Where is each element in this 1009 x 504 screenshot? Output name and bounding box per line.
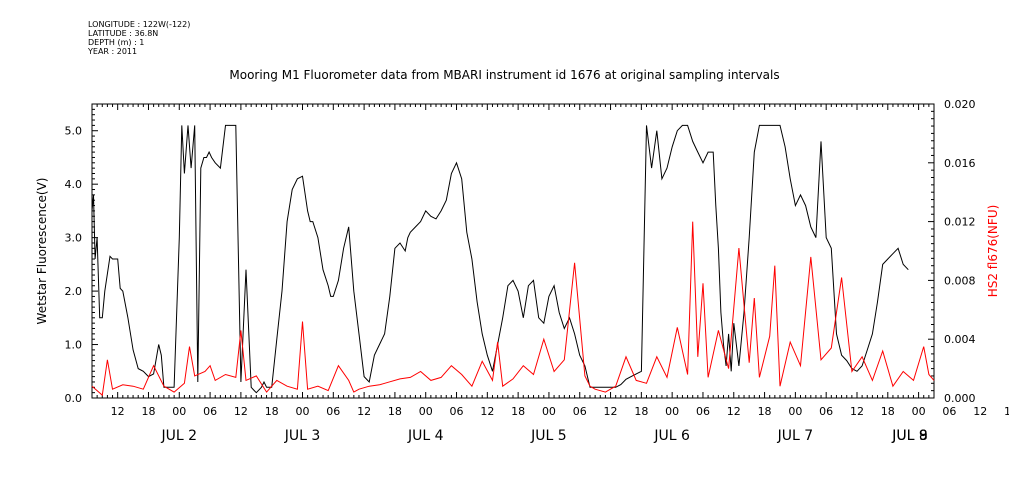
x-tick-label: 12 xyxy=(850,405,864,418)
x-tick-label: 00 xyxy=(419,405,433,418)
y-axis-label-left: Wetstar Fluorescence(V) xyxy=(35,178,49,325)
y-tick-label-right: 0.008 xyxy=(944,274,976,287)
x-tick-label: 00 xyxy=(542,405,556,418)
x-day-label: JUL 3 xyxy=(284,428,321,444)
y-tick-label-left: 4.0 xyxy=(65,178,83,191)
x-day-label: JUL 7 xyxy=(777,428,814,444)
y-tick-label-right: 0.012 xyxy=(944,216,976,229)
x-tick-label: 00 xyxy=(912,405,926,418)
x-tick-label: 18 xyxy=(388,405,402,418)
y-tick-label-left: 1.0 xyxy=(65,339,83,352)
x-tick-label: 00 xyxy=(665,405,679,418)
plot-frame xyxy=(91,103,935,399)
x-tick-label: 12 xyxy=(604,405,618,418)
year-label: YEAR : 2011 xyxy=(88,47,138,56)
latitude-label: LATITUDE : 36.8N xyxy=(88,29,159,38)
x-tick-label: 18 xyxy=(511,405,525,418)
series-layer xyxy=(91,124,935,397)
y-tick-label-left: 0.0 xyxy=(65,392,83,405)
y-tick-label-left: 3.0 xyxy=(65,232,83,245)
x-tick-label: 18 xyxy=(881,405,895,418)
x-tick-label: 06 xyxy=(450,405,464,418)
x-tick-label: 18 xyxy=(141,405,155,418)
x-day-label: JUL 8 xyxy=(891,428,928,444)
x-tick-label: 18 xyxy=(265,405,279,418)
x-tick-label: 00 xyxy=(788,405,802,418)
longitude-label: LONGITUDE : 122W(-122) xyxy=(88,20,191,29)
tick-marks xyxy=(91,103,935,399)
series-line-fl676 xyxy=(91,221,935,397)
y-tick-label-right: 0.016 xyxy=(944,157,976,170)
x-tick-label: 06 xyxy=(203,405,217,418)
y-tick-label-right: 0.004 xyxy=(944,333,976,346)
y-tick-label-left: 5.0 xyxy=(65,125,83,138)
y-tick-label-right: 0.020 xyxy=(944,98,976,111)
x-day-label: JUL 6 xyxy=(653,428,690,444)
depth-label: DEPTH (m) : 1 xyxy=(88,38,145,47)
x-tick-label: 06 xyxy=(573,405,587,418)
y-tick-label-right: 0.000 xyxy=(944,392,976,405)
x-tick-label: 18 xyxy=(634,405,648,418)
x-day-label: JUL 2 xyxy=(161,428,198,444)
x-tick-label: 12 xyxy=(234,405,248,418)
x-tick-label: 06 xyxy=(696,405,710,418)
metadata-block: LONGITUDE : 122W(-122) LATITUDE : 36.8N … xyxy=(88,20,190,56)
x-tick-label: 12 xyxy=(973,405,987,418)
x-tick-label: 06 xyxy=(326,405,340,418)
x-tick-label: 18 xyxy=(1004,405,1009,418)
tick-labels: 12 18 00 06 12 18 00 06 12 18 00 06 12 18 00 06 12 18 00 06… xyxy=(65,98,1009,444)
x-tick-label: 12 xyxy=(480,405,494,418)
x-tick-label: 18 xyxy=(758,405,772,418)
x-tick-label: 12 xyxy=(357,405,371,418)
x-tick-label: 12 xyxy=(727,405,741,418)
chart-title: Mooring M1 Fluorometer data from MBARI i… xyxy=(229,68,780,82)
x-tick-label: 06 xyxy=(942,405,956,418)
y-tick-label-left: 2.0 xyxy=(65,285,83,298)
x-day-label: JUL 5 xyxy=(530,428,567,444)
series-line-fluorescence xyxy=(91,124,909,394)
x-tick-label: 00 xyxy=(296,405,310,418)
x-day-label: JUL 4 xyxy=(407,428,444,444)
x-tick-label: 06 xyxy=(819,405,833,418)
x-tick-label: 00 xyxy=(172,405,186,418)
x-day-label: JUL 9 xyxy=(891,428,928,444)
x-tick-label: 12 xyxy=(111,405,125,418)
y-axis-label-right: HS2 fl676(NFU) xyxy=(986,205,1000,298)
